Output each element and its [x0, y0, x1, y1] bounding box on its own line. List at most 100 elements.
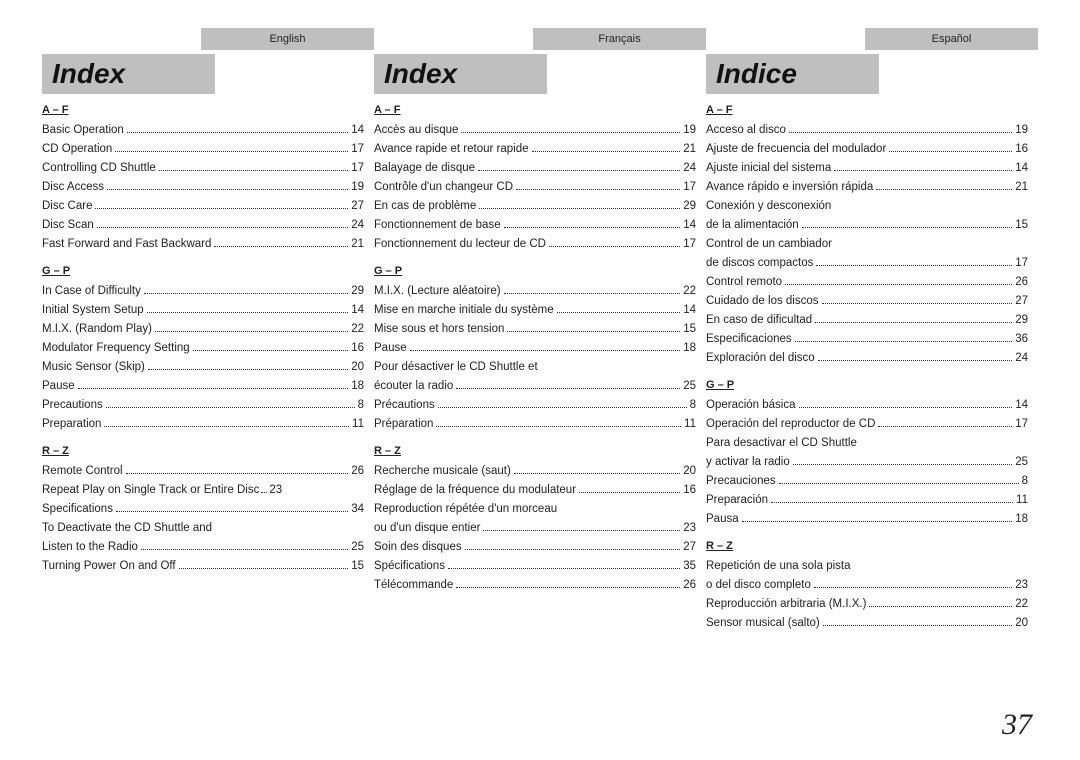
leader-dots — [878, 426, 1012, 427]
language-tab: English — [201, 28, 374, 50]
index-entry-page: 16 — [1015, 140, 1038, 159]
index-entry-page: 20 — [1015, 614, 1038, 633]
leader-dots — [104, 426, 349, 427]
leader-dots — [478, 170, 680, 171]
language-tab: Français — [533, 28, 706, 50]
leader-dots — [107, 189, 348, 190]
index-entry-label: Avance rápido e inversión rápida — [706, 178, 873, 197]
index-entry-label: Control remoto — [706, 273, 782, 292]
index-entry: Ajuste de frecuencia del modulador 16 — [706, 140, 1038, 159]
index-entry-label: y activar la radio — [706, 453, 790, 472]
leader-dots — [179, 568, 349, 569]
index-entry-label: Préparation — [374, 415, 433, 434]
index-entry-page: 25 — [351, 538, 374, 557]
leader-dots — [159, 170, 348, 171]
index-entry: Accès au disque 19 — [374, 121, 706, 140]
index-entry-continuation: Conexión y desconexión — [706, 197, 1038, 216]
leader-dots — [549, 246, 680, 247]
index-entry-label: Exploración del disco — [706, 349, 815, 368]
index-entry: M.I.X. (Random Play)22 — [42, 320, 374, 339]
index-entry-page: 19 — [683, 121, 706, 140]
index-entry-page: 17 — [683, 178, 706, 197]
leader-dots — [106, 407, 355, 408]
index-entry-page: 8 — [690, 396, 706, 415]
leader-dots — [436, 426, 681, 427]
index-entry: Pausa18 — [706, 510, 1038, 529]
index-entry-page: 25 — [1015, 453, 1038, 472]
section-heading: R – Z — [706, 540, 1038, 552]
index-entry: Cuidado de los discos27 — [706, 292, 1038, 311]
index-entry-label: Sensor musical (salto) — [706, 614, 820, 633]
index-entry-page: 17 — [351, 159, 374, 178]
index-entry-page: 17 — [1015, 415, 1038, 434]
leader-dots — [147, 312, 349, 313]
section-heading: R – Z — [42, 445, 374, 457]
index-entry-label: CD Operation — [42, 140, 112, 159]
leader-dots — [816, 265, 1012, 266]
index-entry: Sensor musical (salto) 20 — [706, 614, 1038, 633]
leader-dots — [448, 568, 680, 569]
index-entry-label: Fast Forward and Fast Backward — [42, 235, 211, 254]
index-entry-page: 27 — [1015, 292, 1038, 311]
index-entry-label: Initial System Setup — [42, 301, 144, 320]
index-entry-page: 17 — [683, 235, 706, 254]
index-entry-label: de la alimentación — [706, 216, 799, 235]
page-number: 37 — [1002, 708, 1032, 742]
leader-dots — [814, 587, 1012, 588]
index-title: Index — [374, 54, 547, 94]
leader-dots — [465, 549, 681, 550]
index-entry-page: 15 — [351, 557, 374, 576]
index-entry-page: 15 — [683, 320, 706, 339]
leader-dots — [889, 151, 1012, 152]
index-entry-page: 14 — [351, 301, 374, 320]
index-entry-page: 14 — [1015, 159, 1038, 178]
index-entry-page: 14 — [683, 301, 706, 320]
index-entry: Basic Operation14 — [42, 121, 374, 140]
section-heading: A – F — [374, 104, 706, 116]
index-entry-page: 25 — [683, 377, 706, 396]
index-entry: ou d'un disque entier23 — [374, 519, 706, 538]
index-entry-label: Preparación — [706, 491, 768, 510]
index-entry: écouter la radio25 — [374, 377, 706, 396]
leader-dots — [95, 208, 348, 209]
leader-dots — [115, 151, 348, 152]
index-entry: Control remoto 26 — [706, 273, 1038, 292]
index-entry: y activar la radio 25 — [706, 453, 1038, 472]
index-title: Indice — [706, 54, 879, 94]
leader-dots — [126, 473, 349, 474]
leader-dots — [438, 407, 687, 408]
section-heading: A – F — [706, 104, 1038, 116]
index-entry: En caso de dificultad29 — [706, 311, 1038, 330]
index-entry-page: 24 — [1015, 349, 1038, 368]
index-entry-page: 21 — [1015, 178, 1038, 197]
leader-dots — [97, 227, 348, 228]
index-entry: Precautions8 — [42, 396, 374, 415]
index-entry: In Case of Difficulty29 — [42, 282, 374, 301]
index-entry-label: Music Sensor (Skip) — [42, 358, 145, 377]
leader-dots — [815, 322, 1012, 323]
index-entry-page: 17 — [351, 140, 374, 159]
index-entry-label: Ajuste de frecuencia del modulador — [706, 140, 886, 159]
index-entry-page: 15 — [1015, 216, 1038, 235]
index-entry-label: Turning Power On and Off — [42, 557, 176, 576]
index-entry-label: Disc Scan — [42, 216, 94, 235]
leader-dots — [771, 502, 1013, 503]
index-entry-page: 8 — [1022, 472, 1038, 491]
index-entry: de la alimentación 15 — [706, 216, 1038, 235]
index-entry-label: Fonctionnement de base — [374, 216, 501, 235]
index-entry: o del disco completo23 — [706, 576, 1038, 595]
index-entry-label: Precautions — [42, 396, 103, 415]
index-entry: CD Operation 17 — [42, 140, 374, 159]
index-entry-page: 26 — [1015, 273, 1038, 292]
index-entry-page: 16 — [351, 339, 374, 358]
index-entry-page: 36 — [1015, 330, 1038, 349]
index-entry: Especificaciones36 — [706, 330, 1038, 349]
index-entry-label: Reproducción arbitraria (M.I.X.) — [706, 595, 866, 614]
index-entry-label: Preparation — [42, 415, 101, 434]
leader-dots — [795, 341, 1013, 342]
index-entry-page: 18 — [351, 377, 374, 396]
index-entry: Balayage de disque24 — [374, 159, 706, 178]
index-entry-label: Accès au disque — [374, 121, 458, 140]
index-entry-label: Modulator Frequency Setting — [42, 339, 190, 358]
index-entry-label: En caso de dificultad — [706, 311, 812, 330]
